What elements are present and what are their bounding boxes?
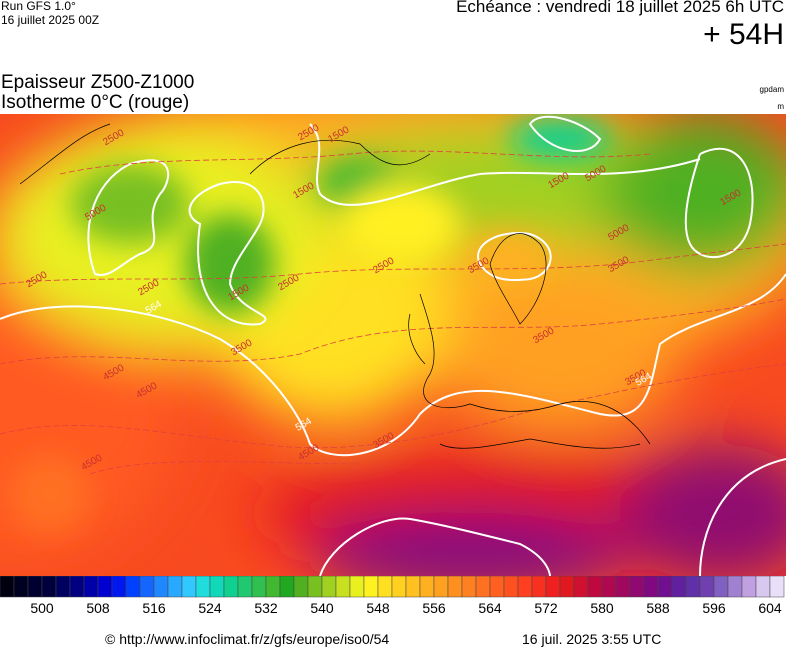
- colorbar-swatch: [531, 576, 547, 598]
- colorbar-swatch: [433, 576, 449, 598]
- colorbar-tick-label: 508: [86, 600, 110, 616]
- colorbar-tick-label: 532: [254, 600, 278, 616]
- unit-bottom: m: [777, 102, 784, 111]
- colorbar-swatch: [629, 576, 645, 598]
- colorbar-swatch: [377, 576, 393, 598]
- colorbar-swatch: [545, 576, 561, 598]
- colorbar-swatch: [685, 576, 701, 598]
- footer-generated: 16 juil. 2025 3:55 UTC: [522, 631, 662, 647]
- colorbar-swatch: [55, 576, 71, 598]
- lead-time: + 54H: [703, 18, 784, 51]
- colorbar-swatch: [559, 576, 575, 598]
- map-subtitle: Isotherme 0°C (rouge): [1, 92, 190, 113]
- colorbar-swatch: [755, 576, 771, 598]
- colorbar-swatch: [83, 576, 99, 598]
- colorbar-swatch: [391, 576, 407, 598]
- colorbar-swatch: [461, 576, 477, 598]
- unit-top: gpdam: [759, 85, 784, 94]
- colorbar-swatch: [13, 576, 29, 598]
- colorbar-swatch: [657, 576, 673, 598]
- colorbar-tick-label: 580: [590, 600, 614, 616]
- colorbar-swatch: [279, 576, 295, 598]
- colorbar-swatch: [223, 576, 239, 598]
- colorbar-swatch: [167, 576, 183, 598]
- colorbar-swatch: [587, 576, 603, 598]
- colorbar-tick-label: 588: [646, 600, 670, 616]
- colorbar-swatch: [349, 576, 365, 598]
- colorbar-swatch: [139, 576, 155, 598]
- thickness-contours: [0, 115, 786, 576]
- colorbar-swatch: [41, 576, 57, 598]
- colorbar-swatch: [251, 576, 267, 598]
- colorbar-tick-label: 604: [758, 600, 782, 616]
- valid-time: Échéance : vendredi 18 juillet 2025 6h U…: [456, 0, 784, 16]
- colorbar-swatch: [237, 576, 253, 598]
- colorbar-swatch: [321, 576, 337, 598]
- colorbar-ticks: 500 508 516 524 532 540 548 556 564 572 580 588 596 6…: [30, 600, 782, 616]
- colorbar-swatch: [0, 576, 15, 598]
- colorbar-swatch: [97, 576, 113, 598]
- run-label: Run GFS 1.0°: [1, 0, 76, 13]
- colorbar-tick-label: 556: [422, 600, 446, 616]
- colorbar-swatch: [447, 576, 463, 598]
- colorbar-swatch: [671, 576, 687, 598]
- colorbar-swatch: [615, 576, 631, 598]
- colorbar-swatch: [111, 576, 127, 598]
- colorbar-swatch: [27, 576, 43, 598]
- colorbar-tick-label: 524: [198, 600, 222, 616]
- colorbar-swatch: [769, 576, 785, 598]
- colorbar-swatches: [0, 576, 785, 598]
- isotherm-contours: [0, 150, 786, 475]
- colorbar-swatch: [209, 576, 225, 598]
- colorbar-swatch: [741, 576, 757, 598]
- colorbar-tick-label: 516: [142, 600, 166, 616]
- map-title: Epaisseur Z500-Z1000: [1, 72, 195, 93]
- colorbar-tick-label: 564: [478, 600, 502, 616]
- colorbar-swatch: [601, 576, 617, 598]
- run-date: 16 juillet 2025 00Z: [1, 13, 100, 27]
- colorbar-swatch: [125, 576, 141, 598]
- colorbar-swatch: [265, 576, 281, 598]
- colorbar: 500 508 516 524 532 540 548 556 564 572 580 588 596 6…: [0, 576, 785, 616]
- colorbar-swatch: [69, 576, 85, 598]
- footer-source: © http://www.infoclimat.fr/z/gfs/europe/…: [105, 631, 390, 647]
- colorbar-tick-label: 540: [310, 600, 334, 616]
- colorbar-swatch: [153, 576, 169, 598]
- colorbar-tick-label: 596: [702, 600, 726, 616]
- colorbar-swatch: [405, 576, 421, 598]
- colorbar-tick-label: 548: [366, 600, 390, 616]
- colorbar-swatch: [307, 576, 323, 598]
- colorbar-swatch: [293, 576, 309, 598]
- colorbar-tick-label: 500: [30, 600, 54, 616]
- colorbar-swatch: [643, 576, 659, 598]
- colorbar-swatch: [713, 576, 729, 598]
- colorbar-swatch: [181, 576, 197, 598]
- colorbar-swatch: [517, 576, 533, 598]
- colorbar-swatch: [335, 576, 351, 598]
- coastlines: [19, 123, 651, 449]
- colorbar-swatch: [363, 576, 379, 598]
- colorbar-swatch: [419, 576, 435, 598]
- colorbar-swatch: [699, 576, 715, 598]
- colorbar-swatch: [489, 576, 505, 598]
- colorbar-tick-label: 572: [534, 600, 558, 616]
- colorbar-swatch: [475, 576, 491, 598]
- colorbar-swatch: [503, 576, 519, 598]
- colorbar-swatch: [573, 576, 589, 598]
- colorbar-swatch: [195, 576, 211, 598]
- thickness-field-detail: [10, 119, 610, 534]
- colorbar-swatch: [727, 576, 743, 598]
